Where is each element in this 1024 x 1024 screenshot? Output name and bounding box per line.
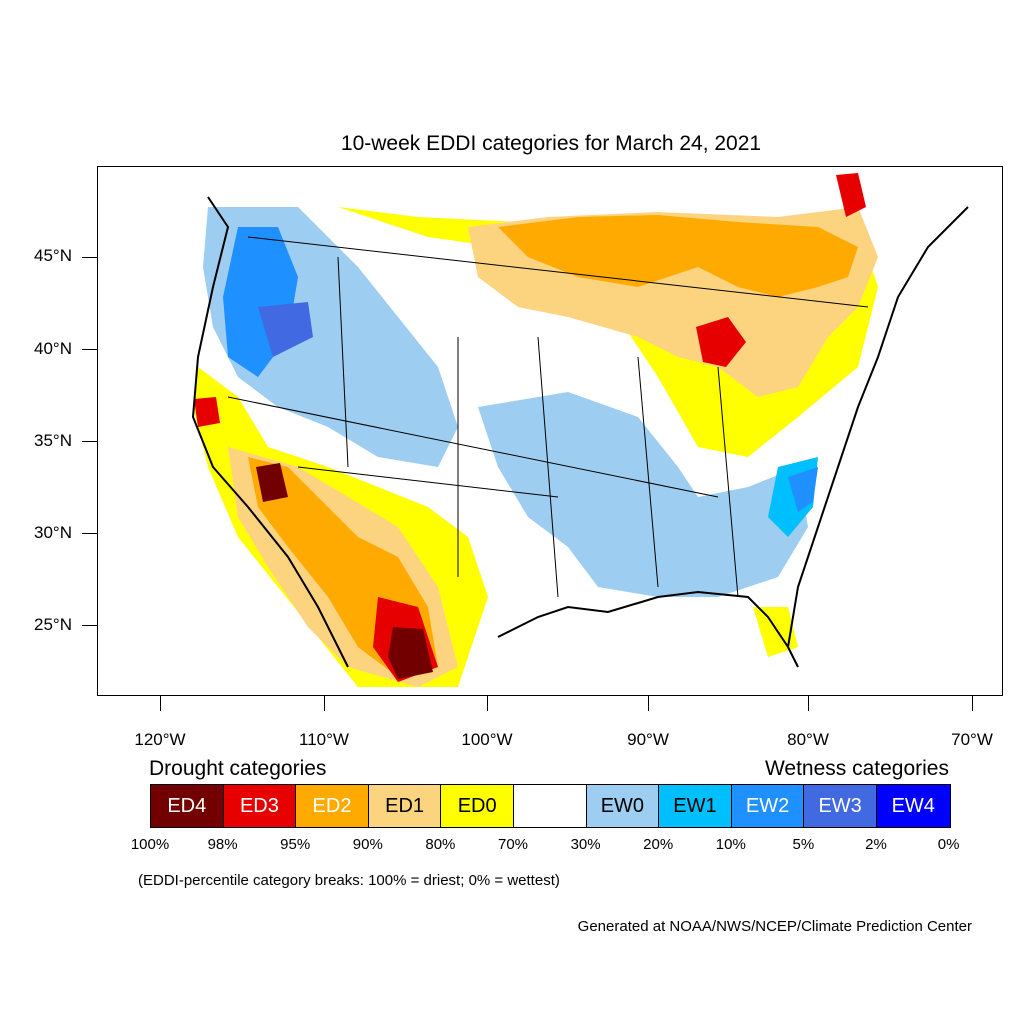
lon-label-80: 80°W xyxy=(787,730,829,749)
percent-break-label: 98% xyxy=(207,836,238,853)
eddi-map xyxy=(97,166,1003,696)
coastlines xyxy=(191,196,969,668)
legend-swatch-ed4: ED4 xyxy=(151,785,224,827)
legend-swatch-ew2: EW2 xyxy=(731,785,805,827)
percent-break-label: 5% xyxy=(792,836,815,853)
region-ed3-michigan xyxy=(696,317,746,367)
lat-label-40: 40°N xyxy=(34,339,72,358)
legend-swatch-ew4: EW4 xyxy=(876,785,950,827)
percent-break-label: 30% xyxy=(570,836,601,853)
percent-break-label: 90% xyxy=(352,836,383,853)
lon-tick xyxy=(808,696,809,711)
lon-tick xyxy=(487,696,488,711)
map-title: 10-week EDDI categories for March 24, 20… xyxy=(340,132,762,155)
lat-tick xyxy=(82,441,97,442)
region-ed4-mexico xyxy=(388,627,433,679)
lon-tick xyxy=(972,696,973,711)
lon-tick xyxy=(648,696,649,711)
lon-label-120: 120°W xyxy=(134,730,186,749)
lat-label-30: 30°N xyxy=(34,523,72,542)
legend-swatch-none xyxy=(513,785,587,827)
lat-tick xyxy=(82,533,97,534)
percent-break-label: 10% xyxy=(715,836,746,853)
region-ew2-carolina xyxy=(788,467,818,512)
percent-break-label: 80% xyxy=(425,836,456,853)
percent-break-label: 0% xyxy=(937,836,960,853)
percent-break-label: 70% xyxy=(497,836,529,853)
lon-label-100: 100°W xyxy=(461,730,513,749)
lat-tick xyxy=(82,625,97,626)
lat-label-25: 25°N xyxy=(34,615,72,634)
region-ed3-california xyxy=(194,397,220,427)
legend-swatch-ed3: ED3 xyxy=(223,785,297,827)
region-ed2-north xyxy=(498,215,858,297)
boundary-lines xyxy=(227,236,869,598)
percent-break-label: 20% xyxy=(643,836,674,853)
wetness-categories-heading: Wetness categories xyxy=(764,757,949,780)
legend-swatch-ed0: ED0 xyxy=(441,785,514,827)
lat-label-45: 45°N xyxy=(34,246,72,265)
legend-swatch-ed2: ED2 xyxy=(296,785,369,827)
region-ed3-maine xyxy=(836,173,866,217)
drought-categories-heading: Drought categories xyxy=(149,757,327,780)
category-note: (EDDI-percentile category breaks: 100% =… xyxy=(138,872,560,889)
credit-line: Generated at NOAA/NWS/NCEP/Climate Predi… xyxy=(577,918,972,935)
lon-tick xyxy=(324,696,325,711)
lat-tick xyxy=(82,349,97,350)
percent-break-label: 100% xyxy=(130,836,170,853)
legend-swatch-ed1: ED1 xyxy=(368,785,442,827)
map-canvas xyxy=(191,173,969,687)
lat-tick xyxy=(82,257,97,258)
region-ew0-central xyxy=(478,392,808,597)
category-legend: ED4 ED3 ED2 ED1 ED0 EW0 EW1 EW2 EW3 EW4 xyxy=(150,784,951,828)
percent-break-label: 2% xyxy=(865,836,887,853)
lon-label-70: 70°W xyxy=(951,730,993,749)
lon-tick xyxy=(160,696,161,711)
lat-label-35: 35°N xyxy=(34,431,72,450)
legend-swatch-ew3: EW3 xyxy=(804,785,877,827)
legend-swatch-ew1: EW1 xyxy=(659,785,732,827)
region-ew3-northwest xyxy=(258,302,313,357)
legend-swatch-ew0: EW0 xyxy=(586,785,660,827)
region-ed4-arizona xyxy=(256,463,288,502)
percent-break-label: 95% xyxy=(280,836,311,853)
lon-label-90: 90°W xyxy=(627,730,669,749)
lon-label-110: 110°W xyxy=(299,730,349,749)
